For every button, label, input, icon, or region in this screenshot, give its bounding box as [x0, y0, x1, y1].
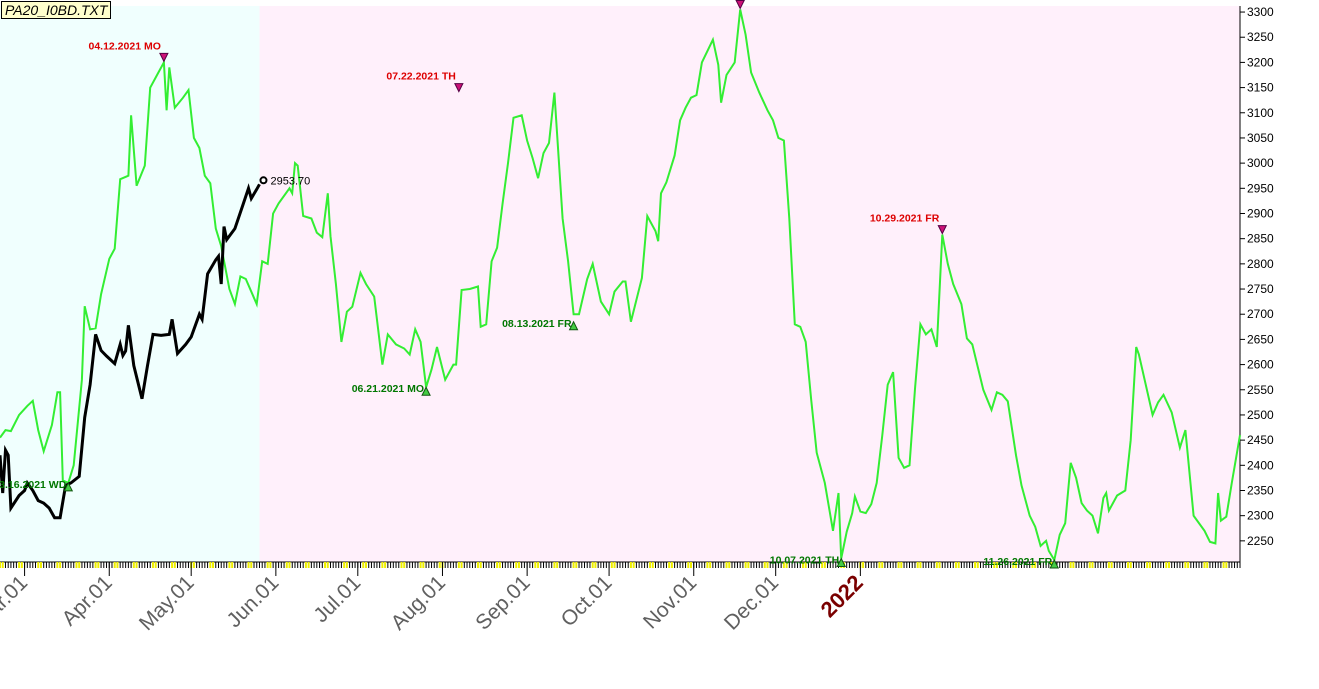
x-month-label: Jun.01 [223, 571, 284, 632]
y-tick-label: 2750 [1247, 282, 1274, 296]
x-year-label: 2022 [816, 570, 868, 622]
last-value-marker: 2953.70 [259, 175, 310, 187]
y-tick-label: 2650 [1247, 332, 1274, 346]
y-tick-label: 2800 [1247, 257, 1274, 271]
future-background [259, 6, 1240, 562]
y-tick-label: 2950 [1247, 181, 1274, 195]
x-month-label: Mar.01 [0, 571, 32, 633]
pivot-high-marker [937, 225, 948, 235]
y-tick-label: 2900 [1247, 206, 1274, 220]
x-month-label: Dec.01 [720, 571, 783, 634]
pivot-low-marker [63, 481, 74, 492]
pivot-low-label: 08.13.2021 FR [502, 318, 572, 330]
x-month-label: May.01 [135, 571, 199, 635]
y-tick-label: 3000 [1247, 156, 1274, 170]
pivot-low-label: 10.07.2021 TH [770, 554, 839, 566]
y-tick-label: 3100 [1247, 106, 1274, 120]
pivot-high-marker [735, 0, 745, 10]
last-value-label: 2953.70 [270, 175, 310, 187]
file-name-label: PA20_I0BD.TXT [1, 1, 112, 19]
y-tick-label: 3150 [1247, 81, 1274, 95]
y-tick-label: 3250 [1247, 30, 1274, 44]
x-month-label: Apr.01 [58, 571, 117, 630]
y-tick-label: 2400 [1247, 458, 1274, 472]
y-tick-label: 3200 [1247, 55, 1274, 69]
y-tick-label: 2250 [1247, 534, 1274, 548]
pivot-high-label: 07.22.2021 TH [386, 71, 455, 83]
x-month-label: Jul.01 [309, 571, 365, 627]
y-tick-label: 2700 [1247, 307, 1274, 321]
y-tick-label: 2300 [1247, 509, 1274, 523]
pivot-low-marker [421, 386, 431, 396]
y-tick-label: 2550 [1247, 383, 1274, 397]
price-series-line [0, 9, 1241, 563]
y-tick-label: 3300 [1247, 5, 1274, 19]
pivot-low-label: 03.16.2021 WD [0, 479, 67, 491]
x-axis: Mar.01 Apr.01 May.01 Jun.01 Jul.01 Aug.01 Sep.… [0, 561, 1241, 635]
x-month-label: Nov.01 [639, 571, 701, 633]
pivot-low-marker [568, 320, 579, 331]
y-tick-label: 2500 [1247, 408, 1274, 422]
overlay-series-line [0, 183, 261, 520]
x-month-label: Oct.01 [557, 571, 617, 631]
pivot-high-marker [159, 52, 169, 63]
x-month-label: Aug.01 [387, 571, 450, 634]
y-tick-label: 2350 [1247, 483, 1274, 497]
y-tick-label: 2850 [1247, 232, 1274, 246]
y-tick-label: 2600 [1247, 358, 1274, 372]
y-tick-label: 3050 [1247, 131, 1274, 145]
pivot-low-label: 06.21.2021 MO [352, 383, 424, 395]
y-axis: 2250 2300 2350 2400 2450 2500 2550 2600 2650 2700… [1239, 5, 1274, 568]
pivot-high-label: 04.12.2021 MO [88, 40, 160, 52]
last-value-circle [259, 176, 268, 185]
pivot-low-marker [836, 557, 847, 567]
pivot-low-label: 11.26.2021 FR [983, 556, 1052, 568]
pivot-high-marker [454, 83, 464, 93]
x-month-label: Sep.01 [471, 571, 534, 634]
pivot-high-label: 10.29.2021 FR [870, 213, 940, 225]
y-tick-label: 2450 [1247, 433, 1274, 447]
pivot-low-marker [1049, 558, 1060, 569]
projection-background [0, 6, 260, 562]
